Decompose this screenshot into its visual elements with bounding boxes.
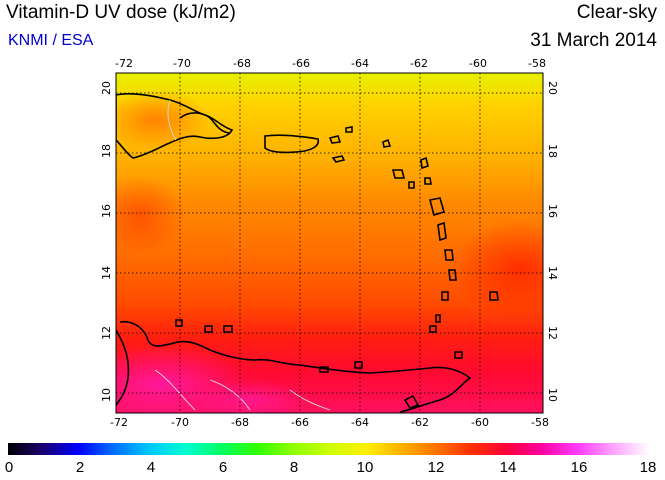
lat-labels-right: 20 18 16 14 12 10 <box>546 81 559 402</box>
scale-label: 4 <box>146 459 156 476</box>
lon-label: -62 <box>410 57 428 70</box>
lon-label: -58 <box>531 416 549 429</box>
scale-label: 14 <box>499 459 517 476</box>
lon-labels-bottom: -72 -70 -68 -66 -64 -62 -60 -58 <box>110 416 549 429</box>
date-label: 31 March 2014 <box>530 30 657 51</box>
scale-label: 2 <box>75 459 85 476</box>
lon-label: -66 <box>292 57 310 70</box>
map-frame <box>115 72 544 414</box>
scale-label: 16 <box>570 459 588 476</box>
borders <box>154 99 331 411</box>
lon-labels-top: -72 -70 -68 -66 -64 -62 -60 -58 <box>115 57 546 70</box>
lon-label: -68 <box>231 416 249 429</box>
lon-label: -70 <box>171 416 189 429</box>
lon-label: -72 <box>110 416 128 429</box>
lon-label: -60 <box>469 57 487 70</box>
scale-label: 8 <box>289 459 299 476</box>
uv-field <box>116 73 543 413</box>
uv-map: -72 -70 -68 -66 -64 -62 -60 -58 -72 -70 … <box>100 57 559 429</box>
lat-label: 16 <box>100 204 113 218</box>
lat-label: 10 <box>546 388 559 402</box>
graticule <box>116 73 543 413</box>
lon-label: -72 <box>115 57 133 70</box>
lon-label: -62 <box>411 416 429 429</box>
coastlines <box>116 93 499 413</box>
lon-label: -70 <box>173 57 191 70</box>
lon-label: -68 <box>233 57 251 70</box>
lat-label: 18 <box>546 144 559 158</box>
lon-label: -64 <box>351 57 369 70</box>
lat-label: 18 <box>100 144 113 158</box>
lon-label: -66 <box>291 416 309 429</box>
scale-label: 12 <box>427 459 445 476</box>
lat-label: 14 <box>100 266 113 280</box>
title: Vitamin-D UV dose (kJ/m2) <box>6 2 236 23</box>
lon-label: -64 <box>351 416 369 429</box>
scale-label: 10 <box>356 459 374 476</box>
lon-label: -60 <box>471 416 489 429</box>
color-scale-bar <box>8 443 650 455</box>
scale-label: 6 <box>218 459 228 476</box>
lat-label: 20 <box>100 81 113 95</box>
lat-labels-left: 20 18 16 14 12 10 <box>100 81 113 402</box>
lat-label: 12 <box>546 326 559 340</box>
source-label: KNMI / ESA <box>8 32 94 49</box>
lat-label: 20 <box>546 81 559 95</box>
lat-label: 14 <box>546 266 559 280</box>
lat-label: 10 <box>100 388 113 402</box>
scale-label: 0 <box>4 459 14 476</box>
lon-label: -58 <box>528 57 546 70</box>
lat-label: 16 <box>546 204 559 218</box>
sky-condition: Clear-sky <box>576 2 657 23</box>
scale-label: 18 <box>639 459 657 476</box>
lat-label: 12 <box>100 326 113 340</box>
